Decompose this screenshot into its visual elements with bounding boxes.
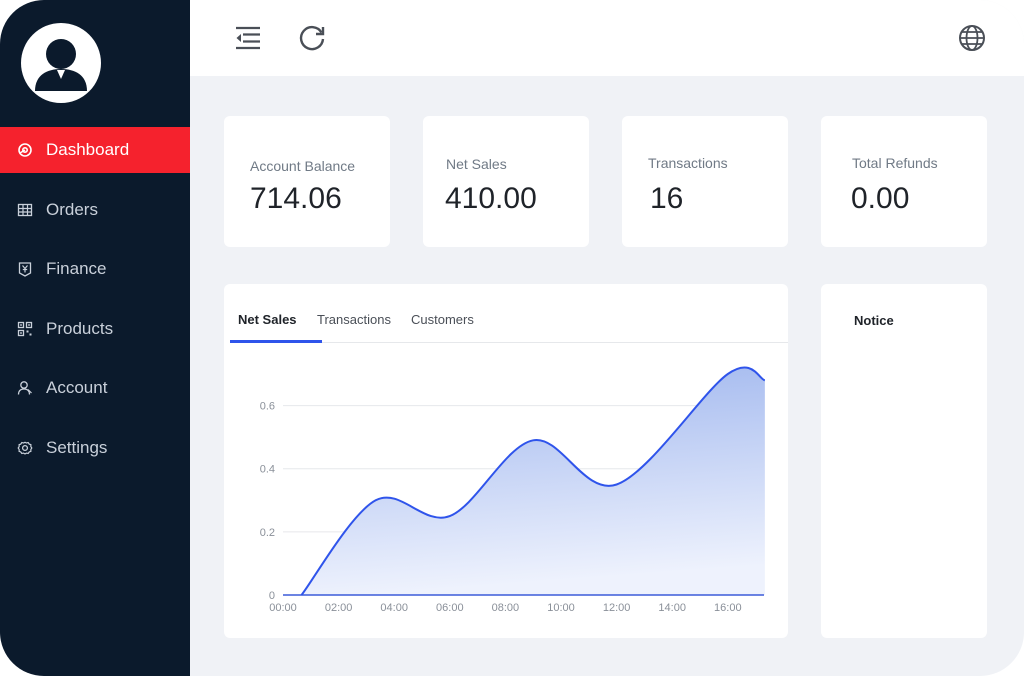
sidebar-item-label: Account [46,378,108,398]
x-tick-label: 12:00 [603,602,631,614]
stat-card-transactions: Transactions 16 [622,116,788,247]
x-tick-label: 14:00 [658,602,686,614]
top-bar [190,0,1024,76]
stat-card-net-sales: Net Sales 410.00 [423,116,589,247]
stat-label: Account Balance [250,158,356,174]
x-tick-label: 08:00 [492,602,520,614]
x-tick-label: 10:00 [547,602,575,614]
stat-value: 410.00 [445,182,537,215]
y-tick-label: 0 [269,590,275,602]
stat-label: Transactions [648,155,728,171]
stat-value: 714.06 [250,182,342,215]
sidebar-item-settings[interactable]: Settings [0,425,190,471]
notice-title: Notice [854,313,894,328]
tab-net-sales[interactable]: Net Sales [238,312,297,327]
sidebar-item-label: Finance [46,259,107,279]
series-line [300,366,766,596]
active-tab-indicator [230,340,322,343]
sidebar-item-label: Settings [46,437,108,457]
x-tick-label: 02:00 [325,602,353,614]
dashboard-icon [17,142,33,158]
y-tick-label: 0.2 [260,527,275,539]
net-sales-chart: 0 0.2 0.4 0.6 00:00 02:00 04:00 06:00 08:00 10:00… [260,366,766,614]
series-area [301,367,765,595]
stat-label: Net Sales [446,156,507,172]
sidebar-item-label: Orders [46,199,98,219]
language-button[interactable] [957,23,987,53]
stat-card-account-balance: Account Balance 714.06 [224,116,390,247]
yen-ledger-icon [17,261,33,277]
avatar[interactable] [21,23,101,103]
stat-card-total-refunds: Total Refunds 0.00 [821,116,987,247]
sidebar-item-finance[interactable]: Finance [0,246,190,292]
sidebar-item-orders[interactable]: Orders [0,187,190,233]
sidebar-item-products[interactable]: Products [0,306,190,352]
stat-label: Total Refunds [852,155,938,171]
menu-fold-button[interactable] [233,23,263,53]
notice-card: Notice [821,284,987,638]
user-avatar-icon [35,39,87,91]
sidebar-menu: Dashboard Orders Finance Products [0,127,190,485]
user-icon [17,380,33,396]
tab-customers[interactable]: Customers [411,312,474,327]
reload-button[interactable] [297,23,327,53]
stat-value: 16 [650,182,684,215]
reload-icon [299,25,325,51]
grid-table-icon [17,202,33,218]
chart-tabs: Net Sales Transactions Customers [230,308,788,343]
y-tick-label: 0.4 [260,464,275,476]
x-tick-label: 00:00 [269,602,297,614]
x-tick-label: 16:00 [714,602,742,614]
globe-icon [959,25,985,51]
chart-card: Net Sales Transactions Customers 0 0.2 0.4… [224,284,788,638]
sidebar-item-dashboard[interactable]: Dashboard [0,127,190,173]
tab-transactions[interactable]: Transactions [317,312,391,327]
sidebar-item-label: Products [46,318,114,338]
sidebar: Dashboard Orders Finance Products [0,0,190,676]
stat-value: 0.00 [851,182,910,215]
y-tick-label: 0.6 [260,401,275,413]
gear-icon [17,440,33,456]
sidebar-item-label: Dashboard [46,140,130,159]
x-tick-label: 04:00 [380,602,408,614]
sidebar-item-account[interactable]: Account [0,365,190,411]
x-tick-label: 06:00 [436,602,464,614]
qrcode-icon [17,321,33,337]
menu-fold-icon [236,26,260,50]
